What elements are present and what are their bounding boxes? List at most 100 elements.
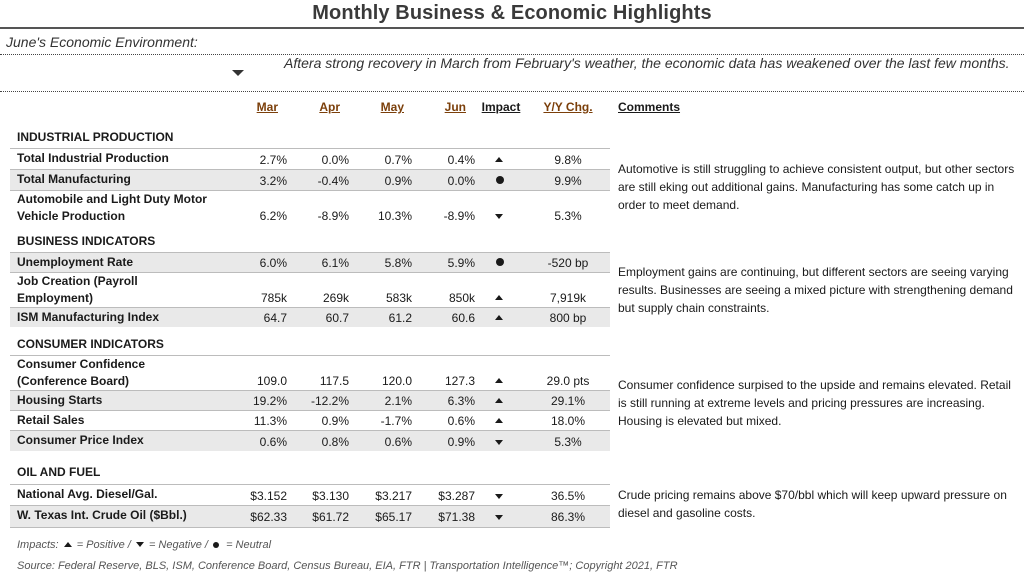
cell-may: 61.2	[388, 311, 412, 325]
cell-mar: 109.0	[256, 374, 287, 388]
cell-apr: $61.72	[312, 510, 349, 524]
row-label: Housing Starts	[17, 393, 103, 407]
row-label: Consumer Confidence (Conference Board)	[17, 357, 146, 388]
cell-mar: 6.2%	[259, 209, 287, 223]
section-comment: Employment gains are continuing, but dif…	[618, 265, 1013, 315]
table-row: Automobile and Light Duty Motor Vehicle …	[10, 190, 610, 224]
impact-legend: Impacts: = Positive / = Negative / = Neu…	[17, 539, 271, 551]
cell-jun: -8.9%	[443, 209, 475, 223]
triangle-up-icon	[62, 541, 74, 549]
row-label: W. Texas Int. Crude Oil ($Bbl.)	[17, 508, 187, 522]
cell-may: 0.7%	[384, 153, 412, 167]
cell-mar: 6.0%	[259, 256, 287, 270]
cell-may: 583k	[385, 291, 412, 305]
section-header: OIL AND FUEL	[17, 465, 101, 479]
caret-down-icon[interactable]	[232, 70, 244, 76]
cell-jun: 0.0%	[447, 174, 475, 188]
cell-yoy: 9.9%	[554, 174, 582, 188]
cell-may: $3.217	[375, 489, 412, 503]
cell-yoy: 36.5%	[550, 489, 586, 503]
impact-cell	[490, 176, 510, 186]
legend-neutral: = Neutral	[226, 539, 272, 551]
section-comment: Consumer confidence surpised to the upsi…	[618, 378, 1011, 428]
cell-apr: 269k	[322, 291, 349, 305]
impact-cell	[490, 376, 510, 386]
table-row: Consumer Price Index 0.6% 0.8% 0.6% 0.9% 5.3%	[10, 430, 610, 451]
impact-cell	[490, 293, 510, 303]
impact-cell	[490, 512, 510, 522]
cell-mar: 64.7	[263, 311, 287, 325]
cell-yoy: 5.3%	[554, 209, 582, 223]
cell-yoy: 7,919k	[549, 291, 587, 305]
cell-may: 10.3%	[377, 209, 412, 223]
column-header-jun: Jun	[444, 100, 466, 114]
cell-jun: 0.6%	[447, 414, 475, 428]
column-header-comments: Comments	[618, 100, 681, 114]
section-comment: Crude pricing remains above $70/bbl whic…	[618, 488, 1007, 520]
section-header: INDUSTRIAL PRODUCTION	[17, 130, 174, 144]
cell-yoy: 800 bp	[549, 311, 587, 325]
column-header-mar: Mar	[256, 100, 278, 114]
cell-yoy: 5.3%	[554, 435, 582, 449]
cell-yoy: 86.3%	[550, 510, 586, 524]
legend-positive: = Positive /	[76, 539, 131, 551]
section-header: BUSINESS INDICATORS	[17, 234, 156, 248]
triangle-down-icon	[495, 515, 503, 520]
cell-mar: 2.7%	[259, 153, 287, 167]
table-row: Total Industrial Production 2.7% 0.0% 0.7% 0…	[10, 148, 610, 169]
table-row: Retail Sales 11.3% 0.9% -1.7% 0.6% 18.0%	[10, 410, 610, 430]
cell-jun: $3.287	[438, 489, 475, 503]
environment-summary: Aftera strong recovery in March from Feb…	[284, 55, 1010, 71]
triangle-down-icon	[134, 541, 146, 549]
row-label: Total Industrial Production	[17, 151, 169, 165]
cell-apr: 0.0%	[321, 153, 349, 167]
cell-yoy: 18.0%	[550, 414, 586, 428]
cell-jun: 850k	[448, 291, 475, 305]
impact-cell	[490, 155, 510, 165]
cell-apr: -8.9%	[317, 209, 349, 223]
row-label: Automobile and Light Duty Motor Vehicle …	[17, 192, 207, 223]
cell-may: 120.0	[381, 374, 412, 388]
row-label: Retail Sales	[17, 413, 85, 427]
impact-cell	[490, 258, 510, 268]
cell-jun: 5.9%	[447, 256, 475, 270]
impact-cell	[490, 416, 510, 426]
triangle-down-icon	[495, 440, 503, 445]
table-row: Unemployment Rate 6.0% 6.1% 5.8% 5.9% -520 bp	[10, 252, 610, 272]
row-label: Unemployment Rate	[17, 255, 134, 269]
page-title: Monthly Business & Economic Highlights	[312, 2, 712, 24]
legend-prefix: Impacts:	[17, 539, 59, 551]
cell-mar: 11.3%	[253, 414, 287, 428]
cell-may: 0.6%	[384, 435, 412, 449]
column-header-impact: Impact	[481, 100, 521, 114]
cell-may: 0.9%	[384, 174, 412, 188]
table-row: Job Creation (Payroll Employment) 785k 269…	[10, 272, 610, 307]
table-row: Consumer Confidence (Conference Board) 10…	[10, 355, 610, 390]
cell-mar: 785k	[260, 291, 287, 305]
cell-may: 2.1%	[384, 394, 412, 408]
table-row: ISM Manufacturing Index 64.7 60.7 61.2 60.6 8…	[10, 307, 610, 327]
cell-apr: 0.9%	[321, 414, 349, 428]
cell-yoy: -520 bp	[547, 256, 589, 270]
triangle-up-icon	[495, 315, 503, 320]
cell-apr: -12.2%	[310, 394, 349, 408]
impact-cell	[490, 211, 510, 221]
cell-apr: -0.4%	[317, 174, 349, 188]
cell-mar: $3.152	[250, 489, 287, 503]
cell-may: -1.7%	[380, 414, 412, 428]
cell-mar: 19.2%	[252, 394, 287, 408]
table-row: W. Texas Int. Crude Oil ($Bbl.) $62.33 $61…	[10, 505, 610, 527]
section-comment: Automotive is still struggling to achiev…	[618, 162, 1015, 212]
triangle-up-icon	[495, 295, 503, 300]
cell-apr: 117.5	[319, 374, 349, 388]
cell-jun: 0.4%	[447, 153, 475, 167]
row-label: ISM Manufacturing Index	[17, 310, 160, 324]
cell-mar: 3.2%	[259, 174, 287, 188]
row-label: Total Manufacturing	[17, 172, 131, 186]
table-bottom-divider	[10, 527, 610, 528]
cell-mar: 0.6%	[259, 435, 287, 449]
column-header-apr: Apr	[319, 100, 340, 114]
cell-may: $65.17	[375, 510, 412, 524]
title-divider	[0, 27, 1024, 29]
row-label: Consumer Price Index	[17, 433, 144, 447]
